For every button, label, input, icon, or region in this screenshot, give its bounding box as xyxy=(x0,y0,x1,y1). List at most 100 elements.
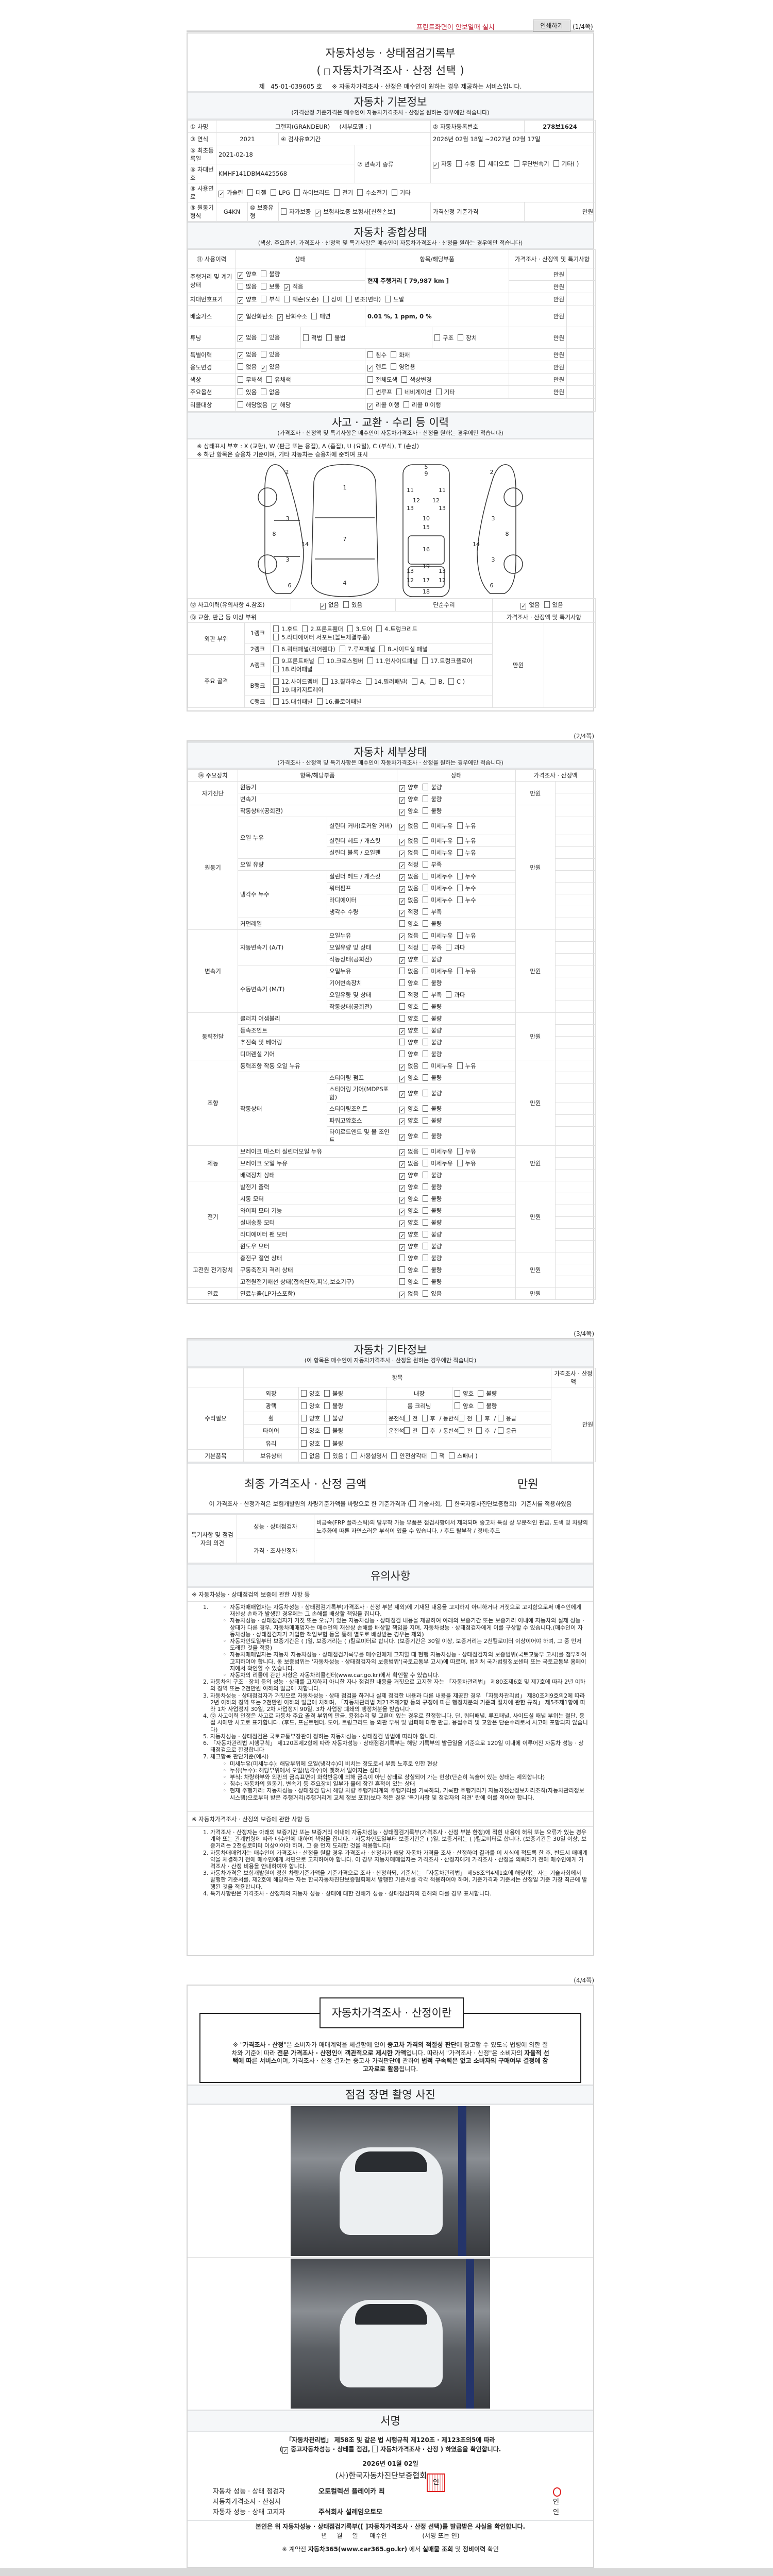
price-input[interactable] xyxy=(555,1103,596,1115)
checkbox-option[interactable]: 불량 xyxy=(423,795,442,803)
checkbox[interactable] xyxy=(423,822,429,829)
checkbox[interactable] xyxy=(270,189,276,196)
checkbox-option[interactable]: 변조(변타) xyxy=(346,295,381,303)
checkbox-option[interactable]: 리콜 미이행 xyxy=(404,401,441,409)
checkbox-option[interactable]: ✓ 양호 xyxy=(399,1218,419,1227)
checked-checkbox[interactable]: ✓ xyxy=(399,1220,406,1227)
checkbox-option[interactable]: 16.플로어패널 xyxy=(316,698,362,706)
checkbox[interactable] xyxy=(238,388,243,395)
checkbox-option[interactable]: 장치 xyxy=(458,334,477,342)
checkbox[interactable] xyxy=(323,295,329,302)
checkbox-option[interactable]: ✓ 양호 xyxy=(399,1171,419,1180)
checkbox-option[interactable]: 있음 xyxy=(343,601,362,609)
checkbox[interactable] xyxy=(423,884,429,891)
checkbox[interactable] xyxy=(423,1171,429,1178)
checkbox[interactable] xyxy=(273,657,279,664)
checkbox[interactable] xyxy=(284,295,290,302)
price-input[interactable] xyxy=(555,1012,596,1025)
checkbox[interactable] xyxy=(301,1402,307,1409)
checked-checkbox[interactable]: ✓ xyxy=(399,785,406,792)
checkbox[interactable] xyxy=(423,849,429,856)
checkbox-option[interactable]: 불량 xyxy=(423,1230,442,1239)
checkbox-option[interactable]: ✓ 양호 xyxy=(399,1105,419,1113)
checkbox-option[interactable]: 양호 xyxy=(399,1014,418,1023)
checkbox-option[interactable]: ✓ 없음 xyxy=(399,837,419,845)
price-input[interactable] xyxy=(555,906,596,918)
checkbox-option[interactable]: 양호 xyxy=(301,1439,320,1448)
price-input[interactable] xyxy=(555,858,596,871)
checked-checkbox[interactable]: ✓ xyxy=(284,284,290,291)
checkbox[interactable] xyxy=(399,1003,406,1010)
checkbox-option[interactable]: 불량 xyxy=(324,1402,343,1410)
checkbox-option[interactable]: 부족 xyxy=(423,943,442,952)
checkbox[interactable] xyxy=(456,160,462,167)
checkbox-option[interactable]: ✓ 없음 xyxy=(399,849,419,857)
checkbox-option[interactable]: 하이브리드 xyxy=(294,189,330,197)
checked-checkbox[interactable]: ✓ xyxy=(367,402,374,410)
checkbox-option[interactable]: 유채색 xyxy=(266,376,291,384)
checkbox[interactable] xyxy=(404,1414,410,1421)
checkbox-option[interactable]: 불량 xyxy=(423,955,442,963)
checkbox-option[interactable]: 디젤 xyxy=(247,189,266,197)
checkbox-option[interactable]: 양호 xyxy=(301,1414,320,1422)
checkbox[interactable] xyxy=(376,625,382,632)
checkbox-option[interactable]: 자가보증 xyxy=(281,208,311,216)
checkbox[interactable] xyxy=(294,189,300,196)
checkbox-option[interactable]: 기술사회, xyxy=(410,1500,442,1508)
price-input[interactable] xyxy=(555,1157,596,1170)
checkbox[interactable] xyxy=(434,334,441,341)
checkbox-option[interactable]: 불량 xyxy=(423,1218,442,1227)
checkbox[interactable] xyxy=(457,822,463,829)
checkbox[interactable] xyxy=(423,991,429,998)
checkbox[interactable] xyxy=(261,351,267,358)
checkbox[interactable] xyxy=(423,1026,429,1033)
checkbox-option[interactable]: 색상변경 xyxy=(401,376,432,384)
checkbox-option[interactable]: 불량 xyxy=(423,1026,442,1035)
checkbox[interactable] xyxy=(396,388,402,395)
checkbox[interactable] xyxy=(423,968,429,974)
checkbox-option[interactable]: ✓ 양호 xyxy=(399,1116,419,1125)
price-input[interactable] xyxy=(555,918,596,930)
checkbox-option[interactable]: ✓ 양호 xyxy=(399,1207,419,1215)
price-input[interactable] xyxy=(555,1276,596,1288)
checkbox-option[interactable]: 불량 xyxy=(423,1038,442,1046)
checkbox-option[interactable]: 화재 xyxy=(391,351,410,359)
checkbox-option[interactable]: ✓ 없음 xyxy=(399,1147,419,1156)
checkbox[interactable] xyxy=(367,351,374,358)
checkbox[interactable] xyxy=(343,601,349,608)
checkbox-option[interactable]: 양호 xyxy=(301,1427,320,1435)
checkbox[interactable] xyxy=(404,1427,410,1434)
checkbox-option[interactable]: 과다 xyxy=(446,943,465,952)
checkbox[interactable] xyxy=(399,1255,406,1261)
checkbox-option[interactable]: ✓ 일산화탄소 xyxy=(238,312,273,321)
checkbox[interactable] xyxy=(411,677,417,685)
checkbox[interactable] xyxy=(372,2446,378,2452)
checkbox-option[interactable]: 15.대쉬패널 xyxy=(273,698,313,706)
price-input[interactable] xyxy=(555,965,596,977)
checkbox-option[interactable]: 불량 xyxy=(423,1003,442,1011)
checkbox[interactable] xyxy=(497,1414,503,1421)
checked-checkbox[interactable]: ✓ xyxy=(238,352,243,359)
price-input[interactable] xyxy=(555,1216,596,1229)
checkbox-option[interactable]: 부족 xyxy=(423,908,442,916)
checkbox-option[interactable]: 후 xyxy=(422,1414,435,1422)
checkbox-option[interactable]: ✓ 양호 xyxy=(399,1195,419,1204)
price-input[interactable] xyxy=(555,793,596,805)
checkbox-option[interactable]: ✓ 양호 xyxy=(238,270,257,279)
checkbox-option[interactable]: 누유 xyxy=(457,822,476,830)
checkbox-option[interactable]: 누수 xyxy=(457,884,476,892)
checkbox[interactable] xyxy=(326,334,332,341)
checkbox-option[interactable]: 상이 xyxy=(323,295,342,303)
checkbox[interactable] xyxy=(423,1105,429,1112)
checkbox-option[interactable]: 전기 xyxy=(334,189,353,197)
checkbox-option[interactable]: 사용설명서 xyxy=(351,1452,387,1460)
checkbox[interactable] xyxy=(399,1039,406,1045)
checkbox-option[interactable]: 있음 xyxy=(261,350,280,359)
checkbox[interactable] xyxy=(273,686,279,693)
checkbox-option[interactable]: ✓ 양호 xyxy=(399,1089,419,1098)
checkbox[interactable] xyxy=(318,657,324,664)
checkbox-option[interactable]: 18.리어패널 xyxy=(273,665,313,673)
price-input[interactable] xyxy=(555,1072,596,1084)
checkbox-option[interactable]: 보통 xyxy=(261,282,280,291)
checkbox[interactable] xyxy=(459,1427,465,1434)
